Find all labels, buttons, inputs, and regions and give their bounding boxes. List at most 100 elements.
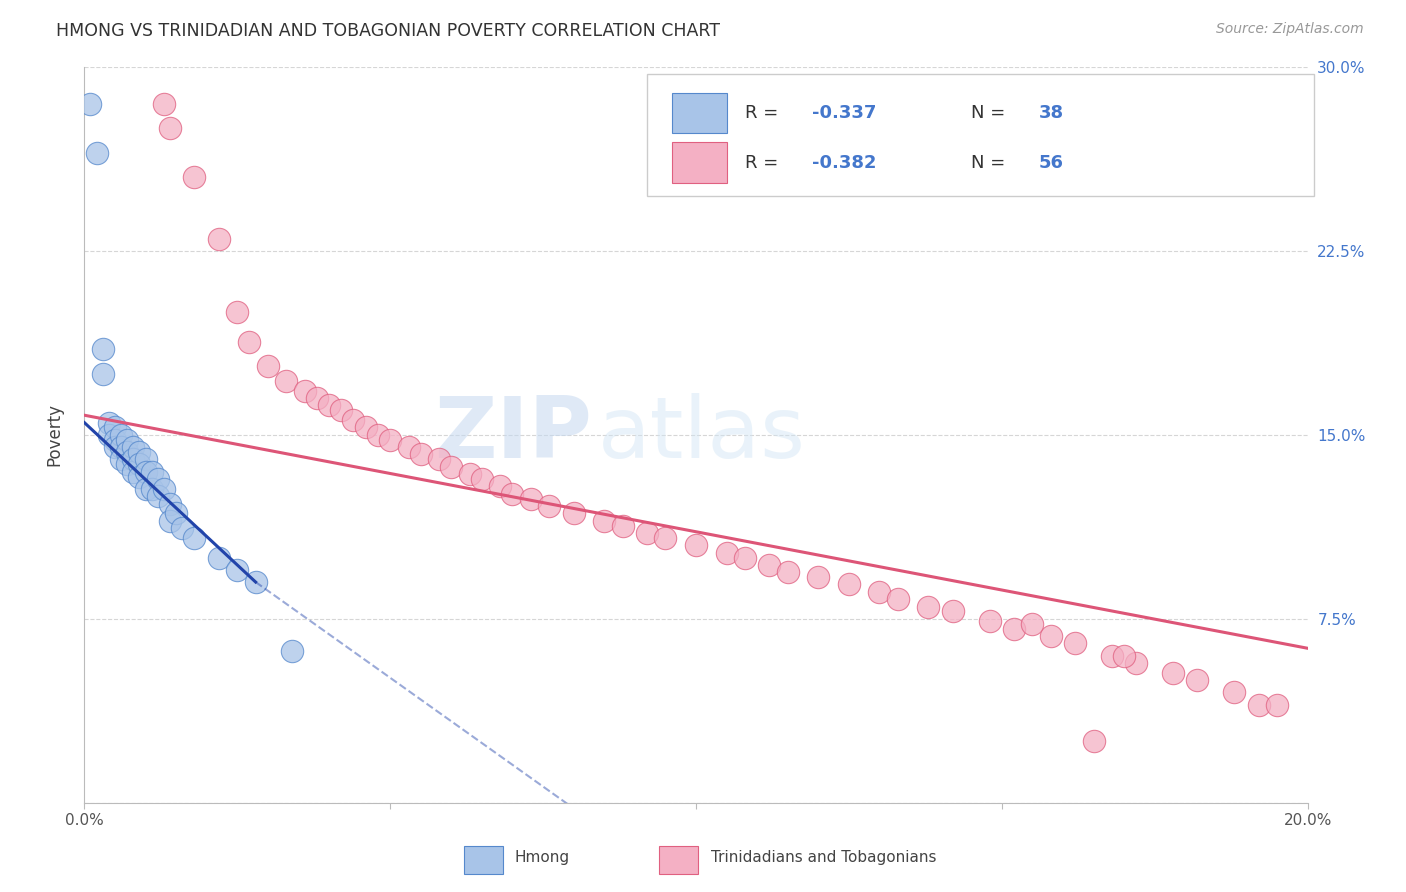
Point — [153, 482, 176, 496]
Point — [104, 440, 127, 454]
Point — [141, 482, 163, 496]
Point — [471, 472, 494, 486]
Point — [354, 420, 377, 434]
FancyBboxPatch shape — [672, 93, 727, 134]
Point — [226, 305, 249, 319]
Point — [159, 496, 181, 510]
Point — [593, 514, 616, 528]
Text: R =: R = — [745, 104, 785, 122]
Point — [440, 459, 463, 474]
Point — [1101, 648, 1123, 663]
Point — [342, 413, 364, 427]
Point — [122, 440, 145, 454]
Point — [208, 550, 231, 565]
Point — [122, 465, 145, 479]
Point — [135, 465, 157, 479]
Text: Trinidadians and Tobagonians: Trinidadians and Tobagonians — [710, 850, 936, 865]
Point — [153, 96, 176, 111]
Point — [1247, 698, 1270, 712]
Point — [183, 531, 205, 545]
Point — [294, 384, 316, 398]
Text: Hmong: Hmong — [515, 850, 569, 865]
FancyBboxPatch shape — [672, 143, 727, 183]
Point — [172, 521, 194, 535]
Text: N =: N = — [972, 104, 1011, 122]
Point — [159, 514, 181, 528]
Point — [115, 457, 138, 471]
Point — [887, 592, 910, 607]
Point — [238, 334, 260, 349]
Point — [115, 433, 138, 447]
Point — [97, 427, 120, 442]
Point — [1039, 629, 1062, 643]
Point — [1265, 698, 1288, 712]
Point — [128, 457, 150, 471]
Point — [135, 452, 157, 467]
Text: Source: ZipAtlas.com: Source: ZipAtlas.com — [1216, 22, 1364, 37]
Point — [159, 121, 181, 136]
Point — [1002, 622, 1025, 636]
Text: HMONG VS TRINIDADIAN AND TOBAGONIAN POVERTY CORRELATION CHART: HMONG VS TRINIDADIAN AND TOBAGONIAN POVE… — [56, 22, 720, 40]
Point — [146, 472, 169, 486]
Point — [128, 445, 150, 459]
Point — [281, 644, 304, 658]
Point — [716, 545, 738, 560]
Point — [1125, 656, 1147, 670]
Point — [685, 538, 707, 552]
Point — [979, 614, 1001, 628]
Point — [257, 359, 280, 373]
Point — [458, 467, 481, 482]
Point — [409, 448, 432, 462]
Point — [110, 452, 132, 467]
Point — [636, 525, 658, 540]
Text: -0.382: -0.382 — [813, 153, 877, 171]
Point — [135, 482, 157, 496]
Point — [165, 506, 187, 520]
Point — [398, 440, 420, 454]
Point — [146, 489, 169, 503]
Point — [502, 487, 524, 501]
Point — [1114, 648, 1136, 663]
Point — [367, 427, 389, 442]
Point — [79, 96, 101, 111]
Point — [1223, 685, 1246, 699]
Point — [538, 499, 561, 513]
Point — [318, 398, 340, 412]
Point — [520, 491, 543, 506]
Point — [141, 465, 163, 479]
Point — [776, 566, 799, 580]
Point — [758, 558, 780, 572]
Point — [86, 145, 108, 160]
FancyBboxPatch shape — [464, 847, 503, 874]
Point — [128, 469, 150, 483]
Point — [115, 445, 138, 459]
Point — [110, 440, 132, 454]
Text: -0.337: -0.337 — [813, 104, 876, 122]
Point — [1187, 673, 1209, 687]
Point — [734, 550, 756, 565]
Point — [245, 574, 267, 589]
Point — [1021, 616, 1043, 631]
Point — [489, 479, 512, 493]
Text: 38: 38 — [1039, 104, 1063, 122]
Point — [427, 452, 450, 467]
Text: atlas: atlas — [598, 393, 806, 476]
Point — [654, 531, 676, 545]
Point — [1161, 665, 1184, 680]
Point — [104, 433, 127, 447]
Point — [104, 420, 127, 434]
FancyBboxPatch shape — [659, 847, 699, 874]
Point — [612, 518, 634, 533]
Text: 56: 56 — [1039, 153, 1063, 171]
Point — [122, 452, 145, 467]
Point — [276, 374, 298, 388]
Point — [226, 563, 249, 577]
Text: R =: R = — [745, 153, 785, 171]
Point — [380, 433, 402, 447]
Point — [110, 427, 132, 442]
Point — [183, 170, 205, 185]
Point — [1083, 734, 1105, 748]
Point — [838, 577, 860, 591]
Point — [807, 570, 830, 584]
Point — [562, 506, 585, 520]
